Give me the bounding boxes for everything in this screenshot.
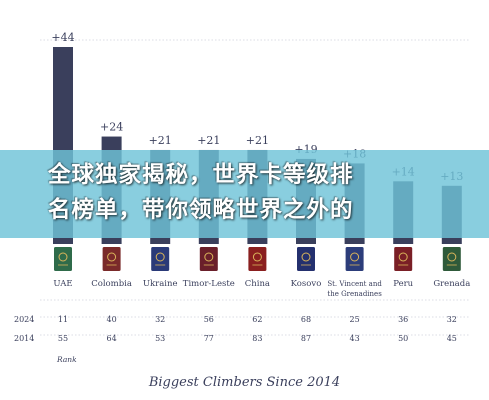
passport-icon [54, 247, 72, 271]
category-label: Peru [393, 279, 413, 289]
rank-cell: 45 [447, 334, 457, 343]
passport-icon [248, 247, 267, 271]
rank-cell: 50 [398, 334, 408, 343]
rank-cell: 68 [301, 315, 311, 324]
passport-cover [54, 247, 72, 271]
rank-cell: 32 [155, 315, 165, 324]
value-label: +24 [100, 121, 123, 134]
passport-icon [102, 247, 121, 271]
rank-footnote: Rank [56, 355, 77, 364]
passport-icon [199, 247, 218, 271]
rank-cell: 53 [155, 334, 165, 343]
rank-cell: 56 [204, 315, 214, 324]
headline-text: 全球独家揭秘，世界卡等级排 名榜单，带你领略世界之外的 [48, 162, 354, 223]
value-label: +21 [197, 134, 220, 147]
category-label: Ukraine [143, 279, 178, 289]
chart-title: Biggest Climbers Since 2014 [148, 375, 341, 390]
category-label: St. Vincent and [327, 280, 382, 288]
category-label: the Grenadines [327, 290, 382, 298]
passport-icon [151, 247, 170, 271]
passport-emblem [252, 252, 262, 262]
value-label: +21 [149, 134, 172, 147]
passport-cover [151, 247, 170, 271]
passport-cover [442, 247, 461, 271]
rank-cell: 55 [58, 334, 68, 343]
rank-cell: 25 [350, 315, 360, 324]
rank-cell: 62 [252, 315, 262, 324]
passport-emblem [58, 252, 68, 262]
rank-cell: 40 [107, 315, 117, 324]
rank-cell: 11 [58, 315, 68, 324]
passport-emblem [447, 252, 457, 262]
category-label: Kosovo [291, 279, 322, 289]
passport-cover [394, 247, 413, 271]
passport-emblem [350, 252, 360, 262]
passport-emblem [301, 252, 311, 262]
category-label: Timor-Leste [183, 279, 235, 289]
category-label: China [245, 279, 270, 289]
passport-cover [345, 247, 364, 271]
category-labels: UAE Colombia Ukraine Timor-Leste China Kosovo… [53, 279, 470, 298]
grid-lines [40, 39, 470, 336]
category-label: UAE [53, 279, 72, 289]
rank-cell: 36 [398, 315, 408, 324]
rank-table: 2024 11 40 32 56 62 68 25 36 32 2014 55 64 53 77 83 87 43… [14, 315, 457, 364]
passport-icon [442, 247, 461, 271]
row-label-2024: 2024 [14, 315, 34, 324]
passport-cover [102, 247, 121, 271]
passport-cover [248, 247, 267, 271]
passport-emblem [107, 252, 117, 262]
passport-cover [297, 247, 315, 271]
rank-cell: 83 [252, 334, 262, 343]
value-label: +44 [51, 31, 74, 44]
rank-cell: 64 [107, 334, 117, 343]
rank-cell: 32 [447, 315, 457, 324]
category-label: Colombia [91, 279, 132, 289]
rank-cell: 43 [350, 334, 360, 343]
passport-icon [345, 247, 364, 271]
passport-icon [394, 247, 413, 271]
passport-emblem [398, 252, 408, 262]
rank-cell: 87 [301, 334, 311, 343]
value-label: +21 [246, 134, 269, 147]
category-label: Grenada [433, 279, 470, 289]
passport-emblem [204, 252, 214, 262]
rank-cell: 77 [204, 334, 214, 343]
passport-icons [54, 247, 461, 271]
passport-cover [199, 247, 218, 271]
headline-banner [0, 150, 489, 238]
passport-emblem [155, 252, 165, 262]
passport-icon [297, 247, 315, 271]
row-label-2014: 2014 [14, 334, 34, 343]
